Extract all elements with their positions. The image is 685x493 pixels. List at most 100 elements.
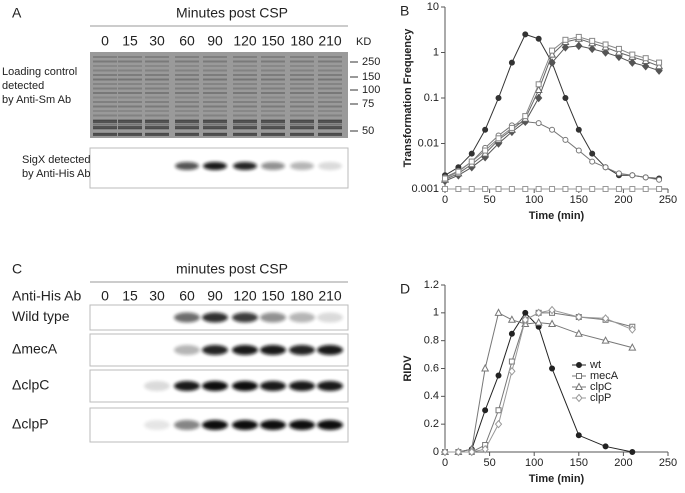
blot-band	[233, 92, 257, 94]
blot-band	[318, 114, 342, 117]
data-point	[495, 407, 502, 414]
blot-band	[261, 92, 285, 94]
blot-band	[261, 123, 285, 126]
blot-band	[233, 69, 257, 72]
blot-band	[261, 120, 285, 123]
lane-label: 60	[179, 33, 195, 49]
legend-label: mecA	[590, 370, 619, 382]
blot-band	[175, 83, 199, 85]
data-point	[549, 126, 556, 133]
blot-band	[318, 162, 342, 170]
blot-band	[232, 381, 258, 391]
blot-band	[203, 83, 227, 85]
data-point	[629, 172, 636, 179]
blot-band	[290, 133, 314, 136]
blot-band	[318, 78, 342, 81]
blot-band	[93, 123, 117, 126]
blot-band	[118, 74, 142, 76]
data-point	[562, 136, 569, 143]
blot-band	[233, 96, 257, 99]
blot-band	[203, 74, 227, 76]
x-tick-label: 50	[483, 457, 495, 469]
blot-band	[144, 420, 170, 430]
blot-band	[261, 110, 285, 112]
data-point	[522, 309, 529, 316]
lane-label: 90	[207, 288, 223, 304]
legend-marker	[575, 393, 583, 403]
size-marker: 50	[362, 125, 374, 137]
data-point	[495, 135, 502, 142]
blot-band	[290, 87, 314, 90]
blot-band	[290, 114, 314, 117]
blot-band	[145, 87, 169, 90]
blot-band	[175, 56, 199, 58]
y-tick-label: 0.1	[424, 92, 439, 104]
blot-band	[93, 114, 117, 117]
blot-band	[290, 92, 314, 94]
blot-label: by Anti-His Ab	[22, 168, 90, 180]
lane-label: 150	[261, 33, 285, 49]
blot-band	[118, 105, 142, 108]
x-axis-label: Time (min)	[529, 210, 585, 222]
blot-band	[118, 120, 142, 123]
blot-band	[289, 381, 315, 391]
blot-band	[175, 60, 199, 63]
x-axis-label: Time (min)	[529, 473, 585, 485]
blot-band	[145, 78, 169, 81]
blot-band	[118, 69, 142, 72]
blot-label: detected	[2, 80, 44, 92]
data-point	[494, 419, 503, 429]
kd-label: KD	[356, 36, 371, 48]
blot-band	[203, 162, 227, 170]
blot-band	[145, 120, 169, 123]
legend-marker	[574, 382, 584, 390]
blot-band	[93, 92, 117, 94]
data-point	[562, 36, 569, 43]
blot-band	[93, 101, 117, 103]
data-point	[615, 186, 622, 192]
data-point	[562, 95, 569, 101]
blot-band	[261, 60, 285, 63]
blot-band	[93, 65, 117, 67]
blot-band	[261, 101, 285, 103]
blot-band	[318, 120, 342, 123]
blot-label: by Anti-Sm Ab	[2, 94, 71, 106]
data-point	[656, 186, 663, 192]
y-tick-label: 1	[433, 307, 439, 319]
blot-band	[203, 92, 227, 94]
data-point	[549, 365, 556, 372]
data-point	[468, 447, 476, 457]
data-point	[575, 432, 582, 439]
data-point	[495, 95, 502, 101]
data-point	[468, 158, 475, 165]
data-point	[455, 168, 462, 175]
y-tick-label: 0.8	[424, 335, 439, 347]
x-tick-label: 50	[483, 194, 495, 206]
blot-band	[174, 381, 200, 391]
blot-band	[145, 69, 169, 72]
data-point	[522, 113, 529, 120]
blot-title: Minutes post CSP	[176, 5, 288, 21]
lane-label: 30	[149, 288, 165, 304]
blot-band	[174, 312, 200, 323]
blot-band	[318, 74, 342, 76]
data-point	[508, 330, 515, 337]
y-axis-label: Transformation Frequency	[402, 28, 414, 168]
blot-band	[118, 92, 142, 94]
blot-band	[318, 56, 342, 58]
blot-band	[203, 87, 227, 90]
lane-label: 15	[122, 288, 138, 304]
blot-band	[118, 133, 142, 136]
data-point	[628, 343, 637, 351]
data-point	[535, 120, 542, 127]
blot-label: Loading control	[2, 66, 77, 78]
blot-band	[145, 92, 169, 94]
blot-band	[174, 420, 200, 430]
blot-band	[317, 312, 343, 323]
y-tick-label: 0.001	[411, 183, 439, 195]
lane-label: 90	[207, 33, 223, 49]
legend-label: clpP	[590, 392, 611, 404]
data-point	[574, 329, 583, 337]
data-point	[629, 449, 636, 455]
lane-label: 120	[233, 33, 257, 49]
